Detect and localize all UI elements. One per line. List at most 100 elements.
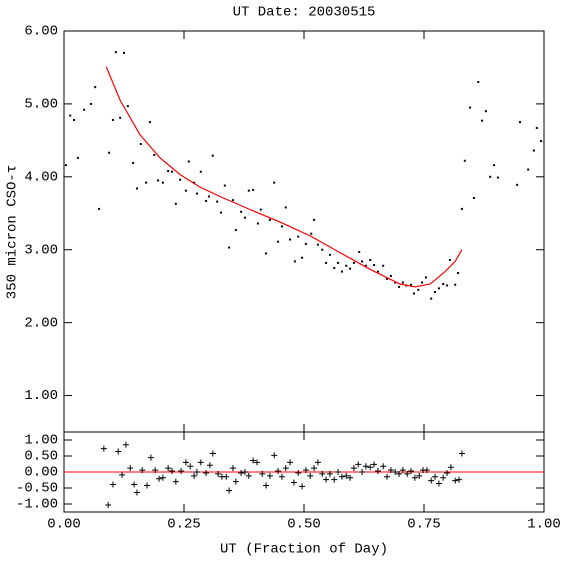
residual-point: [165, 465, 172, 472]
data-point: [310, 232, 313, 235]
residual-point: [215, 470, 222, 477]
data-point: [126, 105, 129, 108]
data-point: [340, 270, 343, 273]
data-point: [265, 252, 268, 255]
residual-point: [347, 474, 354, 481]
data-point: [373, 264, 376, 267]
y-tick-label: 3.00: [24, 242, 58, 258]
residual-point: [253, 459, 260, 466]
y-tick-label: 6.00: [24, 24, 58, 40]
residual-point: [115, 448, 122, 455]
data-point: [179, 178, 182, 181]
data-point: [454, 283, 457, 286]
residual-point: [206, 462, 213, 469]
data-point: [111, 118, 114, 121]
x-tick-label: 0.00: [47, 517, 81, 533]
data-point: [460, 207, 463, 210]
residual-point: [331, 476, 338, 483]
residual-point: [428, 477, 435, 484]
y-tick-label: 4.00: [24, 170, 58, 186]
data-point: [304, 242, 307, 245]
data-point: [376, 270, 379, 273]
residual-point: [263, 482, 270, 489]
data-point: [167, 169, 170, 172]
y-tick-label: 2.00: [24, 315, 58, 331]
residual-point: [191, 472, 198, 479]
residual-point: [359, 469, 366, 475]
residual-point: [367, 464, 374, 471]
data-point: [349, 267, 352, 270]
residual-point: [371, 461, 378, 468]
data-point: [157, 179, 160, 182]
residual-point: [100, 445, 107, 452]
data-point: [358, 250, 361, 253]
residual-point: [278, 473, 285, 480]
y-tick-label: 5.00: [24, 97, 58, 113]
data-point: [223, 184, 226, 187]
data-point: [161, 181, 164, 184]
data-point: [252, 188, 255, 191]
data-point: [540, 140, 543, 143]
data-point: [211, 154, 214, 157]
residual-point: [447, 464, 454, 471]
residual-point: [282, 465, 289, 472]
data-point: [472, 196, 475, 199]
residual-point: [458, 450, 465, 457]
residual-point: [452, 477, 459, 484]
data-point: [386, 277, 389, 280]
residual-point: [384, 473, 391, 480]
residual-point: [266, 472, 273, 479]
data-point: [437, 287, 440, 290]
residual-point: [275, 468, 282, 475]
residual-point: [193, 469, 200, 475]
residual-point: [440, 474, 447, 481]
data-point: [199, 170, 202, 173]
data-point: [153, 153, 156, 156]
data-point: [316, 243, 319, 246]
data-point: [135, 187, 138, 190]
residual-point: [139, 467, 146, 474]
data-point: [457, 272, 460, 275]
data-point: [463, 159, 466, 162]
data-point: [69, 114, 72, 117]
data-point: [493, 164, 496, 167]
y-axis-label: 350 micron CSO-τ: [5, 165, 21, 299]
data-point: [325, 261, 328, 264]
residual-point: [404, 470, 411, 477]
residual-point: [105, 501, 112, 508]
data-point: [247, 189, 250, 192]
chart-title: UT Date: 20030515: [233, 5, 376, 21]
residual-point: [187, 463, 194, 470]
residual-point: [338, 473, 345, 480]
y-tick-label: 0.00: [24, 465, 58, 481]
data-point: [297, 235, 300, 238]
data-point: [469, 106, 472, 109]
data-point: [171, 170, 173, 173]
data-point: [519, 121, 521, 124]
residual-point: [241, 469, 248, 475]
y-tick-label: 0.50: [24, 449, 58, 465]
data-point: [123, 51, 125, 54]
data-point: [516, 183, 519, 186]
data-point: [535, 126, 538, 129]
residual-point: [229, 465, 236, 472]
residual-point: [444, 469, 451, 476]
data-point: [293, 260, 296, 263]
top-frame: [63, 30, 545, 433]
data-point: [284, 206, 287, 209]
residual-point: [122, 441, 129, 448]
residual-point: [432, 473, 439, 480]
residual-point: [411, 474, 418, 481]
data-point: [313, 218, 316, 221]
residual-point: [127, 465, 134, 472]
data-point: [448, 258, 451, 261]
residual-point: [223, 473, 230, 480]
data-point: [398, 285, 401, 288]
residual-point: [197, 459, 204, 466]
data-point: [328, 253, 331, 256]
data-point: [364, 264, 367, 267]
data-point: [219, 211, 222, 214]
data-point: [216, 200, 219, 203]
residual-point: [392, 469, 399, 475]
